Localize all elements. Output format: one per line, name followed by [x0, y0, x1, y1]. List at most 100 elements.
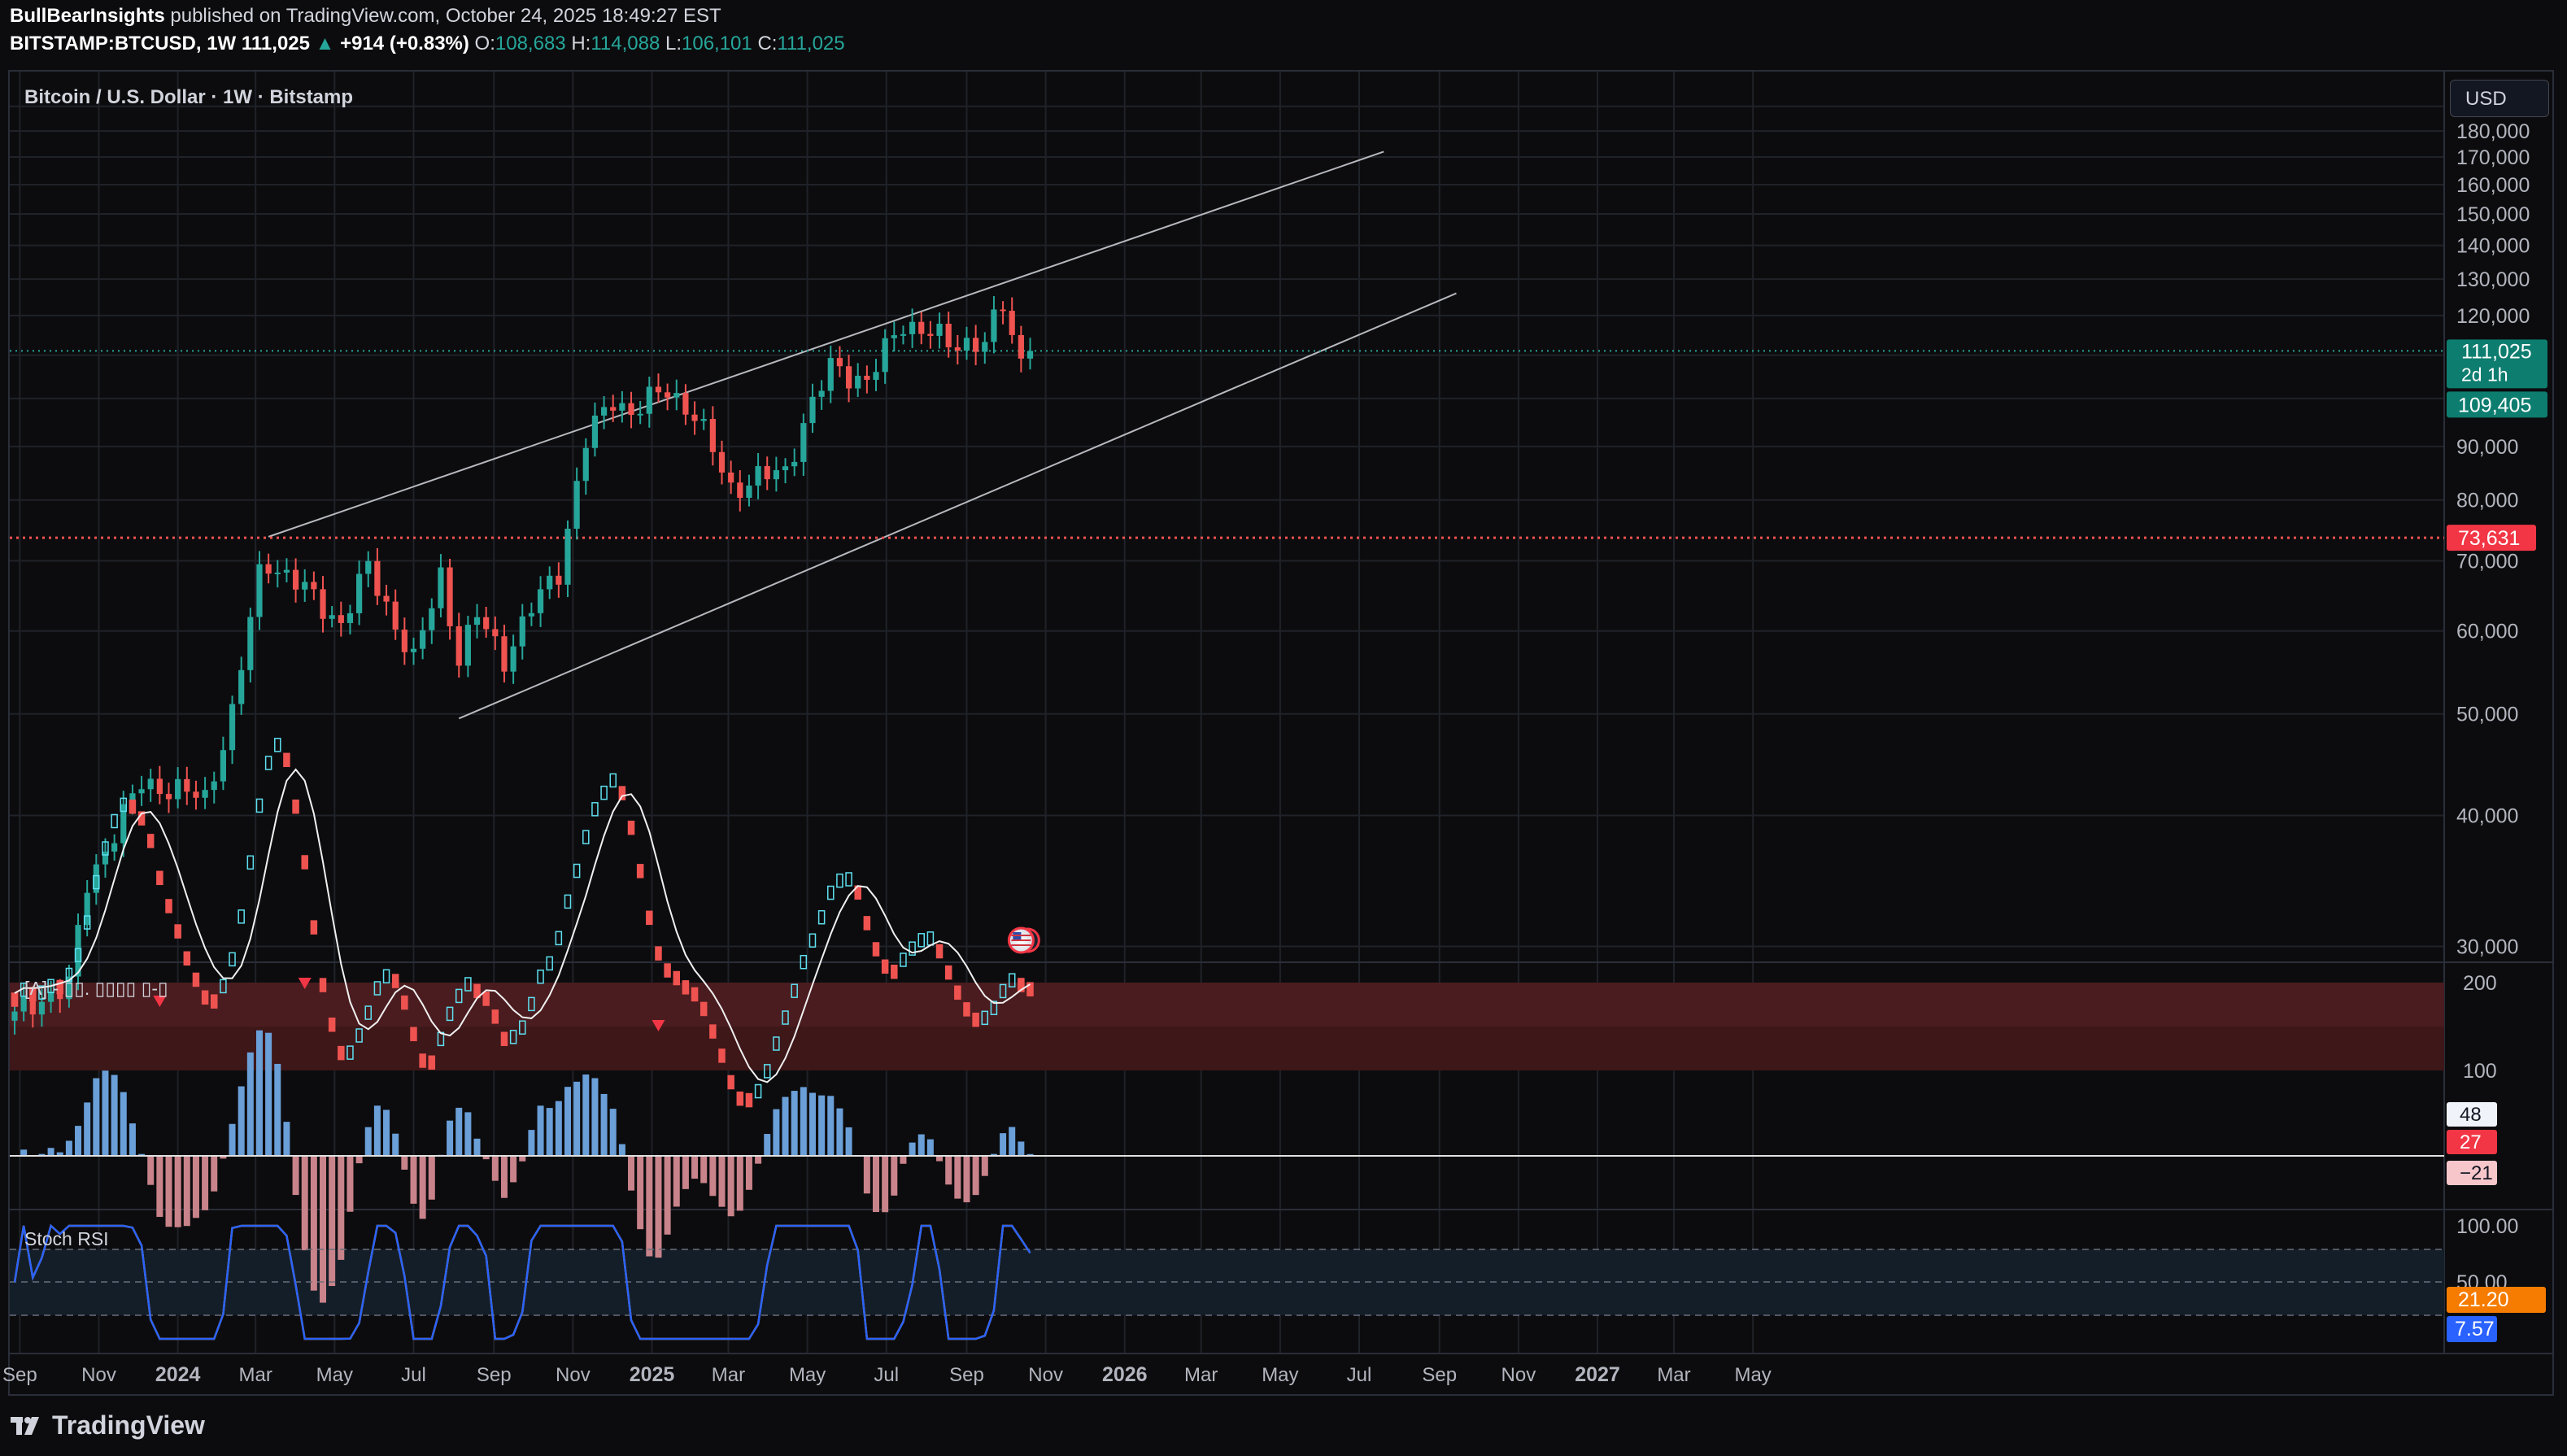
candle [346, 612, 354, 623]
candle [547, 575, 553, 590]
footer: TradingView [10, 1407, 205, 1443]
oscillator-bar [220, 979, 227, 994]
author-name[interactable]: BullBearInsights [10, 5, 165, 27]
oscillator-bar [800, 954, 808, 970]
lower-trendline [458, 292, 1457, 720]
histogram-bar [773, 1109, 780, 1157]
time-tick: Sep [949, 1364, 984, 1386]
oscillator-bar [11, 992, 19, 1007]
histogram-bar [482, 1156, 490, 1160]
histogram-bar [383, 1109, 390, 1157]
histogram-bar [727, 1156, 734, 1217]
histogram-bar [745, 1156, 752, 1190]
candle [700, 419, 707, 421]
candle [519, 616, 525, 647]
oscillator-bar [773, 1036, 780, 1051]
histogram-bar [691, 1156, 699, 1179]
oscillator-bar [944, 965, 952, 980]
oscillator-bar [881, 959, 889, 974]
candle [84, 892, 90, 926]
histogram-bar [546, 1108, 553, 1157]
stoch-d-badge: 21.20 [2458, 1288, 2509, 1311]
candle [782, 466, 789, 471]
histogram-bar [93, 1078, 100, 1157]
oscillator-bar [338, 1045, 345, 1061]
candle [809, 396, 816, 424]
candle [973, 338, 979, 352]
candle [619, 403, 625, 411]
histogram-bar [246, 1052, 254, 1157]
histogram-bar [917, 1134, 925, 1157]
candle [673, 393, 680, 398]
time-tick: Mar [712, 1364, 745, 1386]
oscillator-bar [1026, 982, 1034, 996]
candle [918, 321, 925, 334]
oscillator-bar [174, 924, 181, 939]
oscillator-bar [93, 874, 100, 890]
triangle-up-icon: ▲ [315, 33, 335, 54]
oscillator-bar [891, 964, 898, 979]
histogram-bar [283, 1122, 290, 1157]
indicator1-tick: 100 [2463, 1060, 2497, 1083]
high-label: H: [571, 33, 591, 54]
oscillator-bar [255, 798, 264, 813]
histogram-bar [981, 1156, 988, 1176]
candle [855, 375, 861, 389]
oscillator-bar [646, 910, 653, 926]
histogram-bar [447, 1120, 454, 1157]
oscillator-bar [156, 870, 163, 886]
oscillator-bar [111, 813, 118, 829]
oscillator-bar [926, 931, 935, 946]
oscillator-bar [618, 786, 626, 800]
oscillator-bar [727, 1075, 734, 1090]
oscillator-bar [264, 756, 272, 770]
histogram-bar [963, 1156, 970, 1203]
candle [147, 778, 154, 790]
histogram-bar [410, 1156, 417, 1204]
oscillator-bar [736, 1091, 744, 1106]
candle [637, 413, 643, 416]
oscillator-bar [573, 863, 581, 878]
last-price: 111,025 [241, 33, 310, 54]
currency-button[interactable]: USD [2450, 80, 2549, 117]
histogram-bar [301, 1156, 308, 1251]
histogram-bar [165, 1156, 172, 1227]
candle [665, 392, 671, 398]
indicator1-title: [Λ] - ▯▯. ▯▯▯▯ ▯-▯ [24, 978, 168, 999]
candle [982, 342, 988, 352]
candle [537, 589, 544, 613]
price-tick: 140,000 [2456, 235, 2530, 258]
oscillator-bar [446, 1006, 454, 1022]
oscillator-bar [65, 967, 73, 983]
sell-marker-icon [153, 996, 167, 1007]
histogram-bar [655, 1156, 662, 1258]
candle [20, 996, 27, 1012]
histogram-bar [618, 1144, 625, 1157]
oscillator-bar [836, 873, 843, 888]
candle [564, 528, 571, 585]
oscillator-bar [410, 1027, 417, 1042]
candle [120, 804, 127, 844]
chart-frame [8, 70, 2554, 1396]
candle [211, 781, 217, 791]
histogram-bar [1009, 1127, 1016, 1157]
stoch-k-line [13, 1223, 1031, 1340]
time-tick: Jul [1347, 1364, 1372, 1386]
brand-name: TradingView [52, 1410, 205, 1440]
price-tick: 60,000 [2456, 621, 2518, 643]
candle [66, 976, 72, 1000]
histogram-bar [129, 1123, 136, 1157]
pre-close-badge-bg [2447, 391, 2547, 418]
oscillator-bar [482, 992, 490, 1006]
histogram-bar [310, 1156, 317, 1291]
histogram-bar [954, 1156, 961, 1199]
histogram-bar [637, 1156, 644, 1230]
candle [438, 567, 444, 608]
oscillator-bar [808, 933, 817, 948]
candle [175, 778, 181, 800]
histogram-bar [863, 1156, 870, 1194]
candle [93, 864, 99, 893]
oscillator-bar [817, 909, 826, 925]
candle [420, 630, 426, 649]
